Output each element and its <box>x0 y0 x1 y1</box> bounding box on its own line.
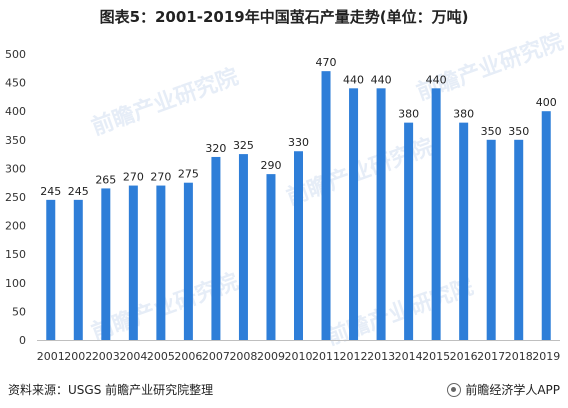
bar <box>459 122 469 340</box>
x-tick-label: 2014 <box>395 350 423 363</box>
y-tick-label: 400 <box>5 105 26 118</box>
brand-label: 前瞻经济学人APP <box>447 381 560 398</box>
y-tick-label: 500 <box>5 48 26 61</box>
x-tick-label: 2018 <box>505 350 533 363</box>
y-tick-label: 50 <box>12 305 26 318</box>
chart-title: 图表5：2001-2019年中国萤石产量走势(单位：万吨) <box>99 8 469 26</box>
y-tick-label: 450 <box>5 77 26 90</box>
x-tick-label: 2003 <box>92 350 120 363</box>
bar <box>294 151 303 340</box>
data-label: 380 <box>398 108 419 121</box>
bar <box>101 188 111 340</box>
x-tick-label: 2010 <box>285 350 313 363</box>
data-label: 320 <box>205 142 226 155</box>
data-label: 440 <box>343 73 364 86</box>
data-label: 350 <box>508 125 529 138</box>
source-note: 资料来源：USGS 前瞻产业研究院整理 <box>8 383 214 397</box>
x-tick-label: 2015 <box>422 350 450 363</box>
bar <box>238 154 248 340</box>
x-tick-label: 2011 <box>312 350 340 363</box>
watermark-text: 前瞻产业研究院 <box>323 274 477 351</box>
y-tick-label: 100 <box>5 277 26 290</box>
bar <box>183 182 193 340</box>
bar <box>321 71 331 340</box>
bar <box>128 185 138 340</box>
data-label: 290 <box>260 159 281 172</box>
brand-logo-icon <box>447 382 462 397</box>
x-tick-label: 2001 <box>37 350 65 363</box>
data-label: 265 <box>95 173 116 186</box>
y-axis: 0 50 100 150 200 250 300 350 400 450 500 <box>5 48 26 347</box>
y-tick-label: 250 <box>5 191 26 204</box>
x-tick-label: 2004 <box>119 350 147 363</box>
data-label: 440 <box>426 73 447 86</box>
x-tick-label: 2017 <box>477 350 505 363</box>
y-tick-label: 200 <box>5 220 26 233</box>
x-tick-label: 2007 <box>202 350 230 363</box>
data-label: 330 <box>288 136 309 149</box>
bar <box>514 139 524 340</box>
bar <box>46 199 56 340</box>
data-label: 245 <box>68 185 89 198</box>
x-tick-label: 2013 <box>367 350 395 363</box>
data-label: 380 <box>453 108 474 121</box>
bar <box>349 88 359 340</box>
watermark-text: 前瞻产业研究院 <box>88 64 242 141</box>
x-tick-label: 2019 <box>532 350 560 363</box>
x-axis: 2001 2002 2003 2004 2005 2006 2007 2008 2009 2010… <box>37 340 560 363</box>
bar <box>156 185 166 340</box>
bar <box>541 111 551 340</box>
data-label: 440 <box>371 73 392 86</box>
bar <box>404 122 414 340</box>
x-tick-label: 2008 <box>229 350 257 363</box>
bar <box>266 174 276 340</box>
brand-text: 前瞻经济学人APP <box>465 383 560 397</box>
y-tick-label: 150 <box>5 248 26 261</box>
data-label: 245 <box>40 185 61 198</box>
data-labels: 245 245 265 270 270 275 320 325 290 330 470 440 440 3… <box>40 56 556 198</box>
x-tick-label: 2009 <box>257 350 285 363</box>
data-label: 470 <box>316 56 337 69</box>
x-tick-label: 2002 <box>64 350 92 363</box>
bar <box>431 88 441 340</box>
x-tick-label: 2016 <box>450 350 478 363</box>
data-label: 350 <box>481 125 502 138</box>
data-label: 325 <box>233 139 254 152</box>
bar <box>486 139 496 340</box>
y-tick-label: 0 <box>19 334 26 347</box>
x-tick-label: 2006 <box>174 350 202 363</box>
x-tick-label: 2005 <box>147 350 175 363</box>
bar <box>376 88 386 340</box>
bar <box>73 199 83 340</box>
data-label: 275 <box>178 168 199 181</box>
data-label: 400 <box>536 96 557 109</box>
x-tick-label: 2012 <box>340 350 368 363</box>
y-tick-label: 300 <box>5 162 26 175</box>
bars <box>46 71 551 340</box>
bar <box>211 156 221 340</box>
data-label: 270 <box>150 171 171 184</box>
data-label: 270 <box>123 171 144 184</box>
y-tick-label: 350 <box>5 134 26 147</box>
